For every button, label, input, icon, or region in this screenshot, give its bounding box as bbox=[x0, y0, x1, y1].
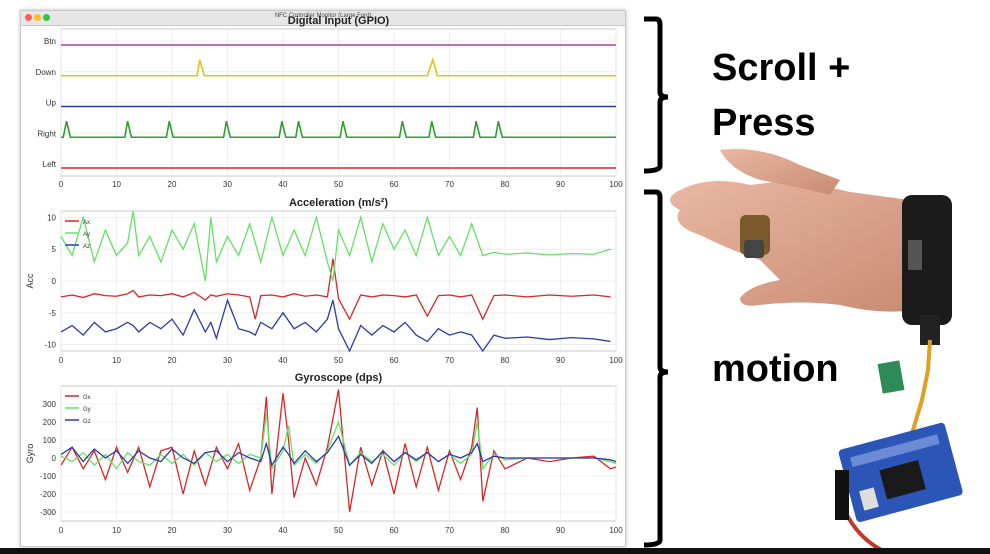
legend-label: Ax bbox=[83, 220, 90, 226]
y-tick-label: 5 bbox=[52, 245, 57, 254]
x-tick-label: 20 bbox=[168, 356, 177, 365]
legend-label: Gy bbox=[83, 407, 91, 413]
x-tick-label: 10 bbox=[112, 526, 121, 535]
legend-label: Gz bbox=[83, 419, 91, 425]
x-tick-label: 100 bbox=[609, 180, 623, 189]
minimize-button[interactable] bbox=[34, 14, 41, 21]
series-line-down bbox=[61, 57, 616, 77]
series-line-gx bbox=[60, 389, 617, 513]
series-line-gy bbox=[60, 412, 617, 471]
finger-shape bbox=[720, 149, 840, 195]
x-tick-label: 10 bbox=[112, 180, 121, 189]
y-tick-label: 300 bbox=[43, 400, 57, 409]
y-tick-label: 100 bbox=[43, 436, 57, 445]
legend-label: Az bbox=[83, 244, 90, 250]
window-title: NFC Controller Monitor (Large Font) bbox=[274, 13, 372, 19]
x-tick-label: 60 bbox=[390, 356, 399, 365]
y-axis-label: Acc bbox=[25, 273, 35, 289]
x-tick-label: 80 bbox=[501, 356, 510, 365]
y-tick-label: -200 bbox=[40, 490, 57, 499]
y-tick-label: -10 bbox=[44, 341, 56, 350]
y-category-label: Right bbox=[37, 129, 56, 138]
window-titlebar: NFC Controller Monitor (Large Font) bbox=[21, 11, 625, 26]
y-category-label: Btn bbox=[44, 37, 56, 46]
y-tick-label: -300 bbox=[40, 508, 57, 517]
callout-press: Press bbox=[712, 102, 816, 144]
series-line-gz bbox=[60, 435, 617, 467]
x-tick-label: 100 bbox=[609, 526, 623, 535]
series-line-az bbox=[60, 298, 611, 353]
y-tick-label: 0 bbox=[52, 277, 57, 286]
x-tick-label: 60 bbox=[390, 180, 399, 189]
hand-device-illustration bbox=[670, 149, 963, 554]
x-tick-label: 90 bbox=[556, 526, 565, 535]
series-line-ax bbox=[60, 258, 611, 321]
y-category-label: Left bbox=[43, 160, 57, 169]
x-tick-label: 70 bbox=[445, 180, 454, 189]
x-tick-label: 40 bbox=[279, 526, 288, 535]
x-tick-label: 60 bbox=[390, 526, 399, 535]
x-tick-label: 90 bbox=[556, 180, 565, 189]
x-tick-label: 20 bbox=[168, 180, 177, 189]
x-tick-label: 100 bbox=[609, 356, 623, 365]
x-tick-label: 10 bbox=[112, 356, 121, 365]
callout-scroll: Scroll + bbox=[712, 47, 851, 89]
y-tick-label: -5 bbox=[49, 309, 57, 318]
y-tick-label: -100 bbox=[40, 472, 57, 481]
x-tick-label: 40 bbox=[279, 356, 288, 365]
plots-area: Digital Input (GPIO)0 10 20 30 40 50 60 70 80 90 1… bbox=[25, 15, 624, 535]
x-tick-label: 80 bbox=[501, 526, 510, 535]
bottom-bar bbox=[0, 548, 990, 554]
bracket-gpio bbox=[643, 16, 669, 174]
x-tick-label: 0 bbox=[59, 180, 64, 189]
chart-panel-3: Gyroscope (dps) 0 10 20 30 40 50 60 70 80 90 100 300… bbox=[25, 372, 623, 535]
callout-motion: motion bbox=[712, 348, 839, 390]
chart-title: Gyroscope (dps) bbox=[295, 372, 383, 384]
x-tick-label: 0 bbox=[59, 526, 64, 535]
controller-board bbox=[838, 422, 963, 522]
chart-panel-2: Acceleration (m/s²)0 10 20 30 40 50 60 70 80 90 10… bbox=[25, 197, 623, 365]
x-tick-label: 90 bbox=[556, 356, 565, 365]
legend-label: Ay bbox=[83, 232, 90, 238]
x-tick-label: 70 bbox=[445, 526, 454, 535]
y-tick-label: 200 bbox=[43, 418, 57, 427]
x-tick-label: 30 bbox=[223, 356, 232, 365]
x-tick-label: 50 bbox=[334, 526, 343, 535]
nfc-tag bbox=[877, 360, 905, 394]
hand-shape bbox=[670, 180, 920, 312]
maximize-button[interactable] bbox=[43, 14, 50, 21]
y-tick-label: 0 bbox=[52, 454, 57, 463]
chart-panel-1: Digital Input (GPIO) 0 10 20 30 40 50 60 70 80 90 1… bbox=[36, 15, 624, 189]
x-tick-label: 30 bbox=[223, 180, 232, 189]
y-category-label: Down bbox=[36, 68, 56, 77]
x-tick-label: 80 bbox=[501, 180, 510, 189]
x-tick-label: 0 bbox=[59, 356, 64, 365]
x-tick-label: 20 bbox=[168, 526, 177, 535]
chart-title: Acceleration (m/s²) bbox=[289, 197, 388, 209]
x-tick-label: 50 bbox=[334, 356, 343, 365]
series-line-right bbox=[61, 121, 616, 139]
x-tick-label: 30 bbox=[223, 526, 232, 535]
legend-label: Gx bbox=[83, 395, 91, 401]
y-axis-label: Gyro bbox=[25, 444, 35, 464]
y-tick-label: 10 bbox=[47, 213, 56, 222]
x-tick-label: 40 bbox=[279, 180, 288, 189]
chart-title: Digital Input (GPIO) bbox=[288, 15, 390, 27]
x-tick-label: 50 bbox=[334, 180, 343, 189]
monitor-window: NFC Controller Monitor (Large Font) Digi… bbox=[20, 10, 626, 547]
close-button[interactable] bbox=[25, 14, 32, 21]
series-line-ay bbox=[60, 210, 611, 282]
wrist-band bbox=[902, 195, 952, 325]
y-category-label: Up bbox=[46, 99, 57, 108]
x-tick-label: 70 bbox=[445, 356, 454, 365]
bracket-motion bbox=[643, 189, 669, 548]
